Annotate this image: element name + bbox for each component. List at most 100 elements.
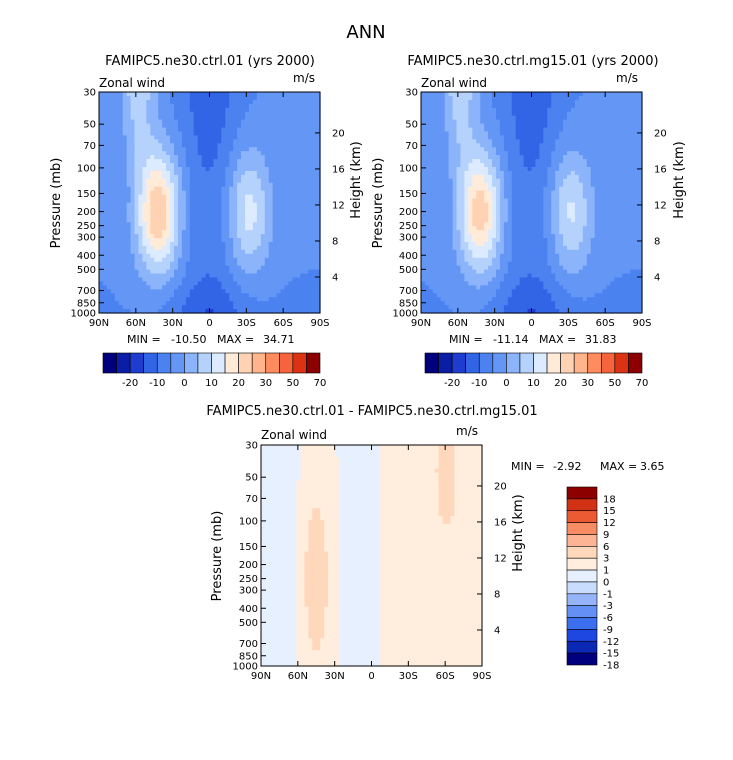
contour-cell bbox=[138, 265, 144, 271]
contour-cell bbox=[472, 111, 477, 117]
contour-cell bbox=[527, 178, 533, 184]
x-tick-label: 90S bbox=[310, 318, 329, 329]
contour-cell bbox=[225, 214, 230, 219]
contour-cell bbox=[241, 147, 246, 152]
contour-cell bbox=[618, 194, 623, 200]
contour-cell bbox=[460, 163, 466, 168]
contour-cell bbox=[499, 92, 505, 97]
contour-cell bbox=[527, 107, 533, 113]
contour-cell bbox=[241, 182, 246, 188]
contour-cell bbox=[142, 285, 147, 290]
contour-cell bbox=[300, 210, 305, 215]
contour-cell bbox=[480, 92, 485, 97]
contour-cell bbox=[221, 245, 226, 251]
contour-cell bbox=[173, 238, 179, 243]
contour-cell bbox=[432, 139, 438, 144]
contour-cell bbox=[248, 111, 254, 117]
contour-cell bbox=[638, 151, 643, 156]
contour-cell bbox=[158, 111, 163, 117]
contour-cell bbox=[452, 178, 458, 184]
contour-cell bbox=[106, 190, 112, 196]
contour-cell bbox=[150, 99, 155, 105]
contour-cell bbox=[622, 151, 627, 156]
contour-cell bbox=[209, 155, 215, 160]
contour-cell bbox=[177, 214, 183, 219]
contour-cell bbox=[130, 226, 136, 231]
x-tick-label: 60S bbox=[274, 318, 293, 329]
contour-cell bbox=[308, 206, 313, 211]
contour-cell bbox=[217, 182, 222, 188]
contour-cell bbox=[436, 155, 442, 160]
contour-cell bbox=[598, 99, 604, 105]
contour-cell bbox=[527, 155, 533, 160]
contour-cell bbox=[268, 309, 274, 314]
contour-cell bbox=[559, 202, 564, 208]
contour-cell bbox=[102, 234, 108, 239]
contour-cell bbox=[464, 214, 469, 219]
contour-cell bbox=[264, 119, 270, 125]
contour-cell bbox=[503, 190, 509, 196]
contour-cell bbox=[428, 186, 434, 192]
contour-cell bbox=[205, 253, 211, 259]
contour-cell bbox=[217, 273, 222, 279]
contour-cell bbox=[205, 115, 211, 121]
contour-cell bbox=[432, 198, 438, 204]
contour-cell bbox=[221, 261, 226, 267]
contour-cell bbox=[197, 186, 203, 192]
contour-cell bbox=[488, 186, 493, 192]
contour-cell bbox=[559, 151, 564, 156]
contour-cell bbox=[296, 103, 301, 109]
contour-cell bbox=[488, 92, 493, 97]
contour-cell bbox=[181, 182, 187, 188]
contour-cell bbox=[312, 214, 317, 219]
contour-cell bbox=[300, 230, 305, 235]
contour-cell bbox=[440, 202, 446, 208]
contour-cell bbox=[606, 119, 612, 125]
contour-cell bbox=[452, 151, 458, 156]
contour-cell bbox=[272, 111, 278, 117]
contour-cell bbox=[245, 277, 250, 283]
contour-cell bbox=[559, 131, 564, 137]
contour-cell bbox=[456, 103, 462, 109]
contour-cell bbox=[225, 107, 230, 113]
contour-cell bbox=[535, 170, 540, 176]
contour-cell bbox=[519, 182, 525, 188]
contour-cell bbox=[126, 111, 132, 117]
contour-cell bbox=[570, 135, 576, 140]
contour-cell bbox=[134, 214, 140, 219]
contour-cell bbox=[110, 182, 116, 188]
contour-cell bbox=[245, 234, 250, 239]
contour-cell bbox=[99, 119, 104, 125]
contour-cell bbox=[535, 151, 540, 156]
contour-cell bbox=[495, 186, 501, 192]
contour-cell bbox=[630, 147, 635, 152]
contour-cell bbox=[507, 170, 513, 176]
contour-cell bbox=[472, 186, 477, 192]
contour-cell bbox=[515, 119, 521, 125]
contour-cell bbox=[464, 123, 469, 129]
contour-cell bbox=[634, 166, 639, 172]
contour-cell bbox=[288, 249, 293, 255]
contour-cell bbox=[256, 218, 262, 223]
contour-cell bbox=[444, 127, 450, 133]
contour-cell bbox=[288, 123, 293, 129]
contour-cell bbox=[531, 198, 537, 204]
contour-cell bbox=[555, 155, 560, 160]
contour-cell bbox=[154, 155, 159, 160]
contour-cell bbox=[543, 194, 548, 200]
contour-cell bbox=[268, 107, 274, 113]
contour-cell bbox=[460, 182, 466, 188]
contour-cell bbox=[256, 178, 262, 184]
contour-cell bbox=[594, 155, 600, 160]
contour-cell bbox=[555, 151, 560, 156]
contour-cell bbox=[598, 186, 604, 192]
contour-cell bbox=[248, 202, 254, 208]
contour-cell bbox=[213, 269, 218, 275]
contour-cell bbox=[300, 214, 305, 219]
contour-cell bbox=[527, 95, 533, 101]
contour-cell bbox=[296, 234, 301, 239]
contour-cell bbox=[201, 135, 207, 140]
contour-cell bbox=[229, 273, 234, 279]
contour-cell bbox=[173, 257, 179, 263]
contour-cell bbox=[300, 245, 305, 251]
